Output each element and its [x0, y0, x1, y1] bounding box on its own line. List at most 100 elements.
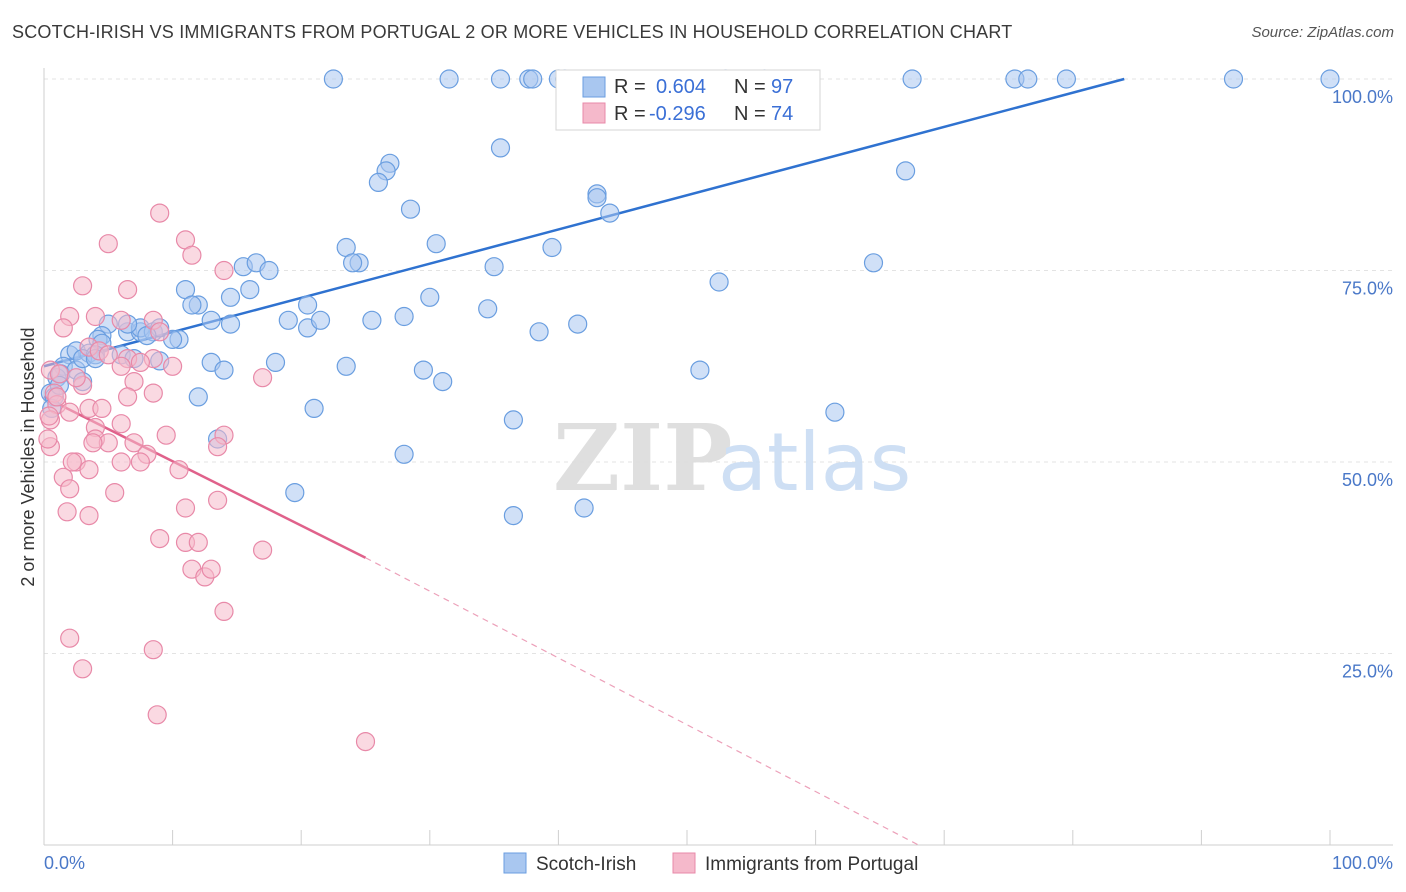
- watermark-atlas: atlas: [718, 416, 911, 509]
- data-point-0-23: [600, 203, 620, 223]
- data-point-1-51: [57, 502, 77, 522]
- data-point-0-30: [343, 253, 363, 273]
- y-tick-labels: 25.0% 50.0% 75.0% 100.0%: [1332, 87, 1393, 682]
- data-point-0-71: [413, 360, 433, 380]
- legend-r-value-2: -0.296: [649, 103, 706, 125]
- data-point-1-74: [62, 452, 82, 472]
- legend-n-label-2: N =: [734, 103, 766, 125]
- data-point-1-70: [83, 433, 103, 453]
- data-point-0-69: [265, 352, 286, 372]
- data-point-1-22: [49, 364, 70, 384]
- data-point-0-26: [542, 237, 562, 258]
- data-point-1-60: [253, 540, 273, 560]
- series-legend: Scotch-Irish Immigrants from Portugal: [503, 852, 918, 875]
- data-point-0-70: [336, 356, 356, 376]
- data-point-1-42: [79, 460, 99, 480]
- data-point-1-53: [150, 528, 170, 549]
- data-point-1-26: [253, 368, 273, 388]
- data-point-1-37: [124, 433, 144, 453]
- data-point-0-37: [240, 280, 260, 300]
- data-point-0-22: [400, 199, 421, 219]
- data-point-0-12: [1056, 69, 1077, 89]
- data-point-1-45: [208, 437, 228, 457]
- data-point-1-19: [130, 352, 150, 372]
- data-point-0-89: [503, 505, 524, 526]
- y-tick-label-75: 75.0%: [1342, 279, 1393, 299]
- legend-swatch-pink: [582, 102, 606, 124]
- legend-swatch-blue: [582, 76, 606, 98]
- data-point-0-50: [568, 314, 588, 334]
- data-point-0-44: [220, 314, 241, 334]
- data-point-0-72: [690, 360, 710, 380]
- data-point-0-88: [285, 483, 305, 503]
- watermark: ZIP atlas: [553, 404, 911, 512]
- data-point-1-48: [105, 483, 125, 503]
- data-point-0-14: [1320, 69, 1340, 89]
- data-point-1-18: [111, 356, 131, 376]
- legend-n-value-2: 74: [771, 103, 793, 125]
- series-legend-label-scotch-irish: Scotch-Irish: [536, 854, 636, 875]
- data-point-0-4: [523, 69, 543, 89]
- data-point-0-31: [259, 260, 279, 281]
- legend-r-value-1: 0.604: [656, 76, 706, 98]
- data-point-0-13: [1223, 69, 1244, 89]
- data-point-1-64: [147, 705, 167, 725]
- data-point-1-12: [150, 322, 170, 342]
- data-point-1-52: [79, 505, 99, 526]
- data-point-1-28: [143, 383, 163, 403]
- data-point-1-72: [169, 460, 189, 480]
- data-point-0-83: [304, 398, 324, 418]
- data-point-0-43: [201, 310, 221, 330]
- data-point-1-61: [60, 628, 80, 648]
- data-point-1-5: [72, 276, 93, 296]
- data-point-0-47: [310, 310, 331, 330]
- data-point-0-42: [182, 295, 202, 315]
- data-point-0-45: [278, 310, 298, 330]
- data-point-0-68: [214, 360, 234, 380]
- data-point-0-41: [709, 272, 729, 292]
- data-point-1-71: [130, 452, 150, 472]
- data-point-0-38: [298, 295, 318, 315]
- data-point-1-49: [175, 498, 196, 518]
- data-point-1-38: [156, 425, 176, 445]
- chart-title: SCOTCH-IRISH VS IMMIGRANTS FROM PORTUGAL…: [12, 22, 1013, 42]
- data-point-1-69: [66, 368, 86, 388]
- data-point-1-3: [182, 245, 202, 265]
- series-legend-swatch-portugal: [672, 852, 696, 874]
- data-point-0-2: [490, 69, 511, 89]
- data-point-1-6: [117, 280, 138, 300]
- x-tick-label-100: 100.0%: [1332, 853, 1393, 873]
- y-tick-label-100: 100.0%: [1332, 87, 1393, 107]
- data-point-1-43: [111, 452, 131, 472]
- data-point-1-73: [92, 398, 112, 418]
- data-point-0-18: [368, 172, 388, 192]
- data-point-0-32: [484, 257, 504, 277]
- legend-r-label-1: R =: [614, 76, 646, 98]
- data-point-1-56: [188, 532, 208, 553]
- y-axis-label: 2 or more Vehicles in Household: [18, 327, 38, 586]
- data-point-0-21: [587, 188, 607, 208]
- stats-legend: R = 0.604 N = 97 R = -0.296 N = 74: [555, 69, 821, 131]
- series-legend-swatch-scotch-irish: [503, 852, 527, 874]
- grid-lines: [44, 78, 1393, 654]
- data-point-1-34: [111, 414, 131, 434]
- data-point-1-8: [53, 318, 73, 338]
- data-point-0-49: [362, 310, 382, 330]
- data-point-0-84: [503, 410, 524, 430]
- data-point-0-97: [188, 387, 208, 407]
- data-point-1-66: [38, 429, 58, 449]
- data-points: [38, 69, 1340, 752]
- data-point-1-27: [117, 387, 138, 407]
- data-point-0-15: [490, 138, 511, 158]
- x-ticks: [43, 830, 1331, 845]
- data-point-0-33: [863, 253, 884, 273]
- data-point-0-40: [478, 299, 498, 319]
- data-point-1-50: [208, 490, 228, 510]
- data-point-0-87: [394, 444, 414, 464]
- data-point-0-98: [433, 372, 453, 392]
- watermark-zip: ZIP: [553, 404, 732, 512]
- data-point-0-19: [895, 161, 916, 181]
- legend-n-value-1: 97: [771, 76, 793, 98]
- data-point-1-59: [214, 601, 234, 622]
- data-point-1-9: [85, 306, 106, 327]
